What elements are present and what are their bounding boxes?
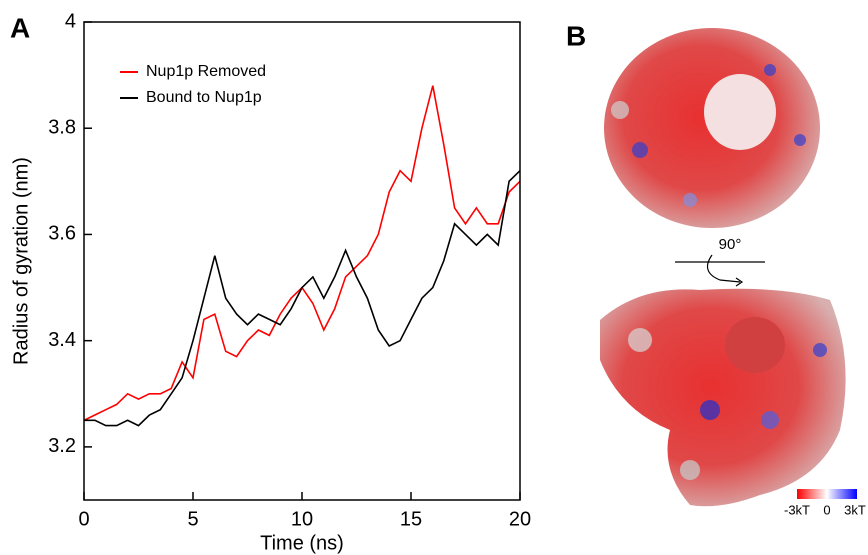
x-axis-label: Time (ns) (260, 532, 344, 554)
plot-frame (83, 21, 521, 501)
colorbar (797, 489, 857, 499)
y-tick-label: 3.4 (48, 329, 76, 351)
x-tick-label: 20 (509, 508, 531, 530)
panel-label: B (566, 20, 586, 51)
x-tick-label: 10 (291, 508, 313, 530)
y-axis-label: Radius of gyration (nm) (10, 157, 32, 365)
x-tick-label: 5 (187, 508, 198, 530)
y-tick-label: 3.8 (48, 117, 76, 139)
rotation-label: 90° (719, 236, 742, 253)
legend-label: Bound to Nup1p (146, 89, 262, 106)
data-line (83, 85, 521, 422)
panel-label: A (10, 12, 30, 43)
surface-top-view (604, 28, 820, 228)
x-tick-label: 0 (78, 508, 89, 530)
colorbar-label: 3kT (844, 502, 866, 517)
data-line (84, 170, 521, 427)
y-tick-label: 4 (65, 10, 76, 32)
plot-area: 3.2 3.4 3.6 3.8 4 0 5 10 15 20 Nup1p Removed Bound … (48, 10, 531, 530)
colorbar-label: 0 (823, 502, 830, 517)
y-tick-label: 3.6 (48, 223, 76, 245)
y-tick-label: 3.2 (48, 435, 76, 457)
rotation-arrow (706, 254, 741, 283)
rotation-arrowhead (735, 277, 744, 287)
legend-label: Nup1p Removed (146, 63, 266, 80)
x-tick-label: 15 (400, 508, 422, 530)
colorbar-label: -3kT (784, 502, 810, 517)
surface-side-view (600, 288, 846, 507)
